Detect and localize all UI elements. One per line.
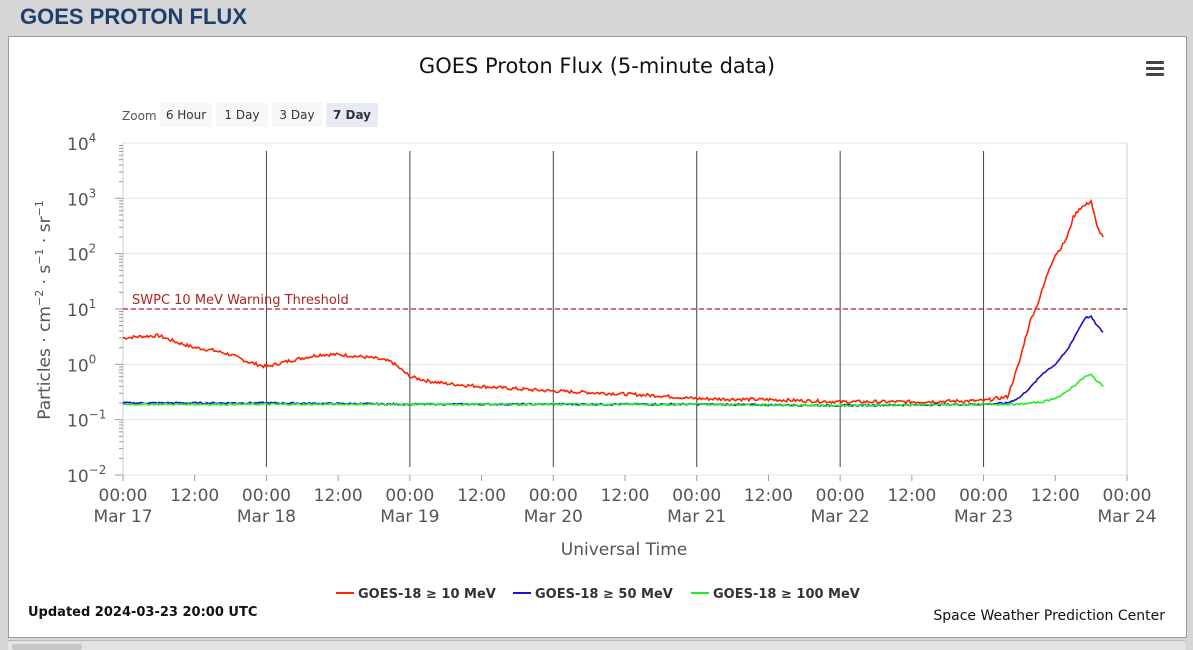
page-heading: GOES PROTON FLUX bbox=[20, 4, 247, 29]
x-tick-label: 00:00 bbox=[672, 486, 721, 506]
x-tick-label: 12:00 bbox=[744, 486, 793, 506]
y-tick-label: 10−1 bbox=[67, 408, 106, 432]
series-line-1 bbox=[122, 198, 1104, 405]
zoom-button-1[interactable]: 6 Hour bbox=[160, 103, 212, 127]
y-tick-labels: 10−2 10−1 100 101 102 103 104 bbox=[67, 131, 106, 487]
threshold: SWPC 10 MeV Warning Threshold bbox=[123, 293, 1127, 310]
y-tick-label: 10−2 bbox=[67, 463, 106, 487]
zoom-button-label: 3 Day bbox=[279, 108, 314, 122]
zoom-label: Zoom bbox=[122, 109, 157, 123]
x-tick-label: 12:00 bbox=[314, 486, 363, 506]
x-date-label: Mar 22 bbox=[811, 507, 870, 527]
legend-item[interactable]: GOES-18 ≥ 100 MeV bbox=[713, 587, 860, 602]
x-tick-label: 12:00 bbox=[170, 486, 219, 506]
credit-text: Space Weather Prediction Center bbox=[933, 608, 1165, 624]
x-tick-label: 12:00 bbox=[457, 486, 506, 506]
x-tick-label: 12:00 bbox=[887, 486, 936, 506]
y-tick-label: 102 bbox=[67, 242, 96, 266]
zoom-button-bg bbox=[160, 103, 212, 127]
x-tick-label: 00:00 bbox=[99, 486, 148, 506]
plot-area: SWPC 10 MeV Warning Threshold bbox=[115, 142, 1128, 481]
x-axis-label: Universal Time bbox=[561, 540, 687, 560]
x-tick-label: 00:00 bbox=[385, 486, 434, 506]
y-tick-label: 103 bbox=[67, 186, 96, 210]
y-tick-label: 100 bbox=[67, 352, 96, 376]
x-tick-label: 00:00 bbox=[959, 486, 1008, 506]
x-date-label: Mar 23 bbox=[954, 507, 1013, 527]
x-tick-label: 00:00 bbox=[529, 486, 578, 506]
series-line-3 bbox=[122, 373, 1104, 408]
legend-item[interactable]: GOES-18 ≥ 50 MeV bbox=[535, 587, 673, 602]
x-date-label: Mar 17 bbox=[93, 507, 152, 527]
x-tick-label: 12:00 bbox=[1031, 486, 1080, 506]
scrollbar-track[interactable] bbox=[8, 640, 1185, 650]
x-tick-label: 00:00 bbox=[1103, 486, 1152, 506]
zoom-button-bg bbox=[272, 103, 322, 127]
menu-icon[interactable] bbox=[1146, 61, 1164, 76]
zoom-button-4[interactable]: 7 Day bbox=[326, 103, 378, 127]
zoom-button-bg bbox=[216, 103, 268, 127]
zoom-button-3[interactable]: 3 Day bbox=[272, 103, 322, 127]
x-date-label: Mar 21 bbox=[667, 507, 726, 527]
legend: GOES-18 ≥ 10 MeV GOES-18 ≥ 50 MeV GOES-18 … bbox=[336, 587, 860, 602]
zoom-button-label: 7 Day bbox=[333, 108, 371, 122]
x-tick-label: 12:00 bbox=[601, 486, 650, 506]
x-date-label: Mar 24 bbox=[1097, 507, 1156, 527]
series-lines bbox=[122, 198, 1104, 408]
x-date-label: Mar 19 bbox=[380, 507, 439, 527]
x-tick-label: 00:00 bbox=[242, 486, 291, 506]
zoom-button-label: 6 Hour bbox=[166, 108, 206, 122]
legend-item[interactable]: GOES-18 ≥ 10 MeV bbox=[358, 587, 496, 602]
y-axis-label: Particles · cm−2 · s−1 · sr−1 bbox=[33, 200, 55, 420]
x-date-label: Mar 20 bbox=[524, 507, 583, 527]
zoom-button-2[interactable]: 1 Day bbox=[216, 103, 268, 127]
x-tick-label: 00:00 bbox=[816, 486, 865, 506]
y-tick-label: 104 bbox=[67, 131, 96, 155]
x-date-label: Mar 18 bbox=[237, 507, 296, 527]
zoom-button-label: 1 Day bbox=[224, 108, 259, 122]
y-minor-ticks bbox=[115, 145, 123, 476]
chart-title: GOES Proton Flux (5-minute data) bbox=[419, 54, 775, 78]
threshold-label: SWPC 10 MeV Warning Threshold bbox=[132, 293, 349, 308]
updated-timestamp: Updated 2024-03-23 20:00 UTC bbox=[28, 605, 257, 620]
y-tick-label: 101 bbox=[67, 297, 96, 321]
scrollbar-thumb[interactable] bbox=[12, 644, 82, 650]
zoom-button-bg bbox=[326, 103, 378, 127]
zoom-buttons: 6 Hour 1 Day 3 Day 7 Day bbox=[160, 103, 378, 127]
